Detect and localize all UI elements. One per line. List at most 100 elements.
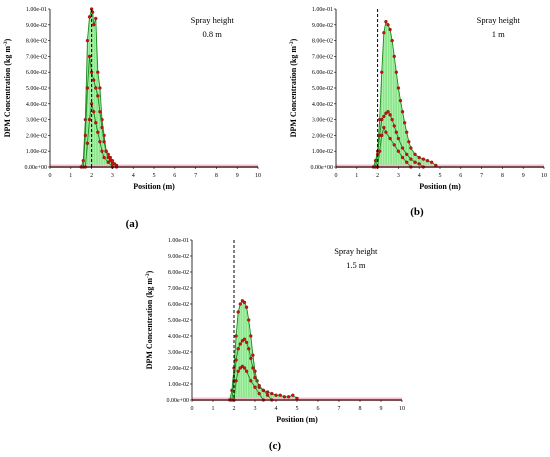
data-point [405,160,409,164]
y-tick-label: 5.00e-02 [312,86,333,92]
y-axis-title-sup: -3 [289,41,295,46]
x-tick-label: 2 [90,173,93,179]
data-point [96,94,100,98]
annotation-line-1: Spray height [477,15,521,25]
data-point [234,379,238,383]
y-tick-label: 3.00e-02 [26,118,47,124]
data-point [100,149,104,153]
data-point [380,70,384,74]
y-tick-label: 8.00e-02 [26,39,47,45]
data-point [249,379,253,383]
y-tick-label: 7.00e-02 [168,286,189,292]
data-point [100,125,104,130]
data-point [249,356,253,361]
data-point [380,117,384,122]
data-point [382,125,386,130]
x-tick-label: 10 [255,173,261,179]
data-point [388,136,392,141]
data-point [98,86,102,90]
annotation-line-2: 1.5 m [346,260,366,270]
data-point [244,340,249,345]
y-axis-title: DPM Concentration (kg m-3) [289,38,298,137]
y-tick-label: 7.00e-02 [312,54,333,60]
y-axis-title-sup: -3 [145,273,151,278]
data-point [392,54,396,59]
data-point [396,136,401,141]
data-point [291,393,295,397]
data-point [94,86,98,90]
y-axis-title: DPM Concentration (kg m-3) [3,38,12,137]
data-point [261,388,266,393]
data-point [253,385,257,389]
annotation-line-2: 0.8 m [203,29,223,39]
data-point [244,369,249,373]
data-point [425,159,430,163]
data-point [110,162,115,166]
x-tick-label: 5 [296,406,299,412]
data-point [282,395,287,399]
x-tick-label: 9 [522,173,525,179]
data-point [392,143,396,147]
y-tick-label: 1.00e-02 [26,149,47,155]
y-tick-label: 1.00e-01 [312,7,333,13]
data-point [382,31,386,35]
data-point [388,113,392,117]
y-tick-label: 9.00e-02 [168,254,189,260]
data-point [87,117,92,122]
y-tick-label: 7.00e-02 [26,54,47,60]
x-tick-label: 3 [254,406,257,412]
x-tick-label: 8 [215,173,218,179]
data-point [92,110,96,114]
annotation-line-1: Spray height [191,15,235,25]
x-tick-label: 1 [69,173,72,179]
y-tick-label: 0.00e+00 [310,165,333,171]
y-tick-label: 6.00e-02 [312,70,333,76]
x-tick-label: 6 [317,406,320,412]
y-tick-label: 5.00e-02 [168,318,189,324]
x-axis-title: Position (m) [133,182,175,191]
data-point [92,23,96,27]
data-point [384,19,388,24]
data-point [382,114,386,119]
chart-panel-2: 0.00e+00 1.00e-02 2.00e-02 3.00e-02 4.00e-02… [289,7,547,218]
x-tick-label: 6 [173,173,176,179]
x-tick-label: 3 [397,173,400,179]
data-point [83,133,88,138]
data-point [386,110,390,114]
data-point [396,149,401,153]
data-point [390,117,394,122]
y-tick-label: 9.00e-02 [26,23,47,29]
data-point [85,86,90,90]
y-tick-label: 2.00e-02 [26,133,47,139]
data-point [87,15,92,19]
x-tick-label: 3 [111,173,114,179]
data-point [270,391,274,396]
data-point [390,38,394,43]
x-tick-label: 10 [399,406,405,412]
data-point [257,391,261,396]
data-point [251,353,255,357]
y-tick-label: 1.00e-01 [26,7,47,13]
data-point [102,155,106,160]
y-tick-label: 3.00e-02 [168,350,189,356]
data-point [102,140,106,144]
y-axis-title-main: DPM Concentration (kg m [145,278,154,370]
x-tick-label: 4 [418,173,421,179]
y-tick-label: 3.00e-02 [312,118,333,124]
data-point [392,124,396,128]
data-point [85,141,90,145]
data-point [234,334,238,338]
x-tick-label: 6 [459,173,462,179]
data-point [400,110,405,114]
data-point [413,160,417,164]
data-point [238,342,242,346]
data-point [236,347,240,351]
x-tick-label: 0 [335,173,338,179]
y-tick-label: 8.00e-02 [168,270,189,276]
data-point [386,23,390,27]
area-fill [373,21,544,167]
x-tick-label: 7 [480,173,483,179]
data-point [92,78,96,82]
data-point [242,300,247,305]
data-point [396,86,401,90]
